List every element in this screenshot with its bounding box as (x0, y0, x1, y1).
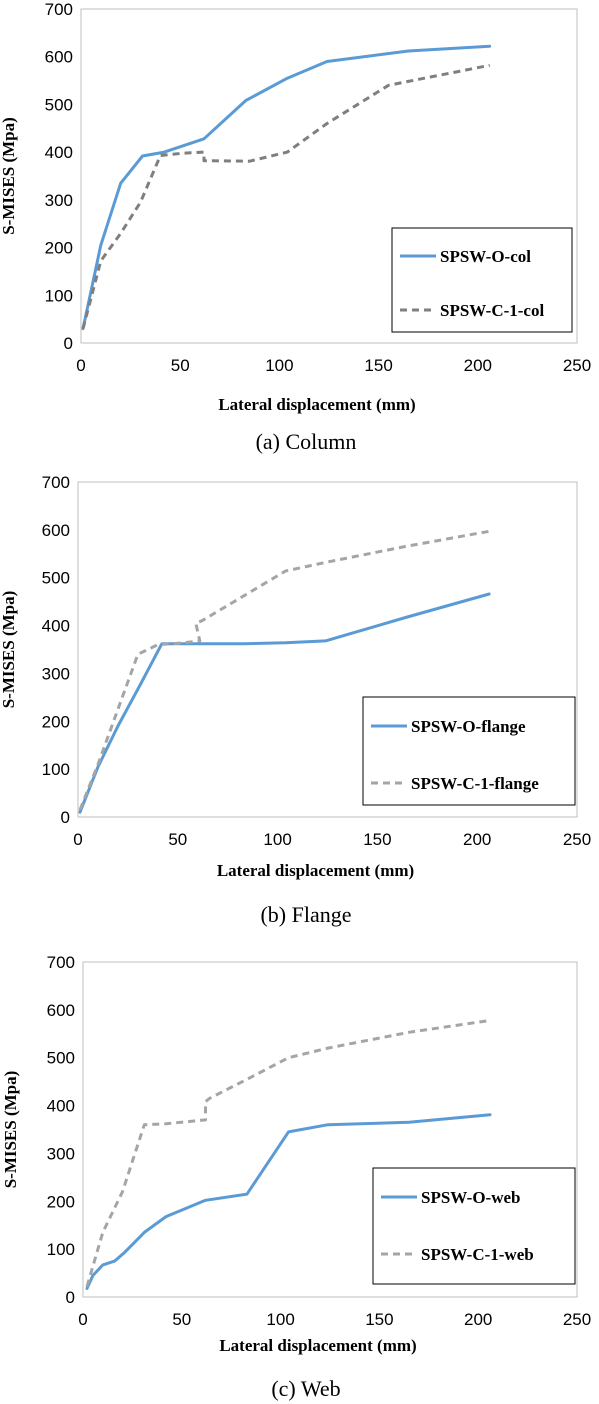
y-tick-label: 100 (42, 760, 70, 779)
chart-web: 0 100 200 300 400 500 600 700 0 50 100 150 200 250 Lat… (1, 953, 591, 1401)
y-tick-label: 0 (64, 334, 73, 353)
x-tick-label: 200 (463, 830, 491, 849)
x-tick-label: 100 (263, 830, 291, 849)
legend-label: SPSW-C-1-web (421, 1245, 534, 1264)
x-tick-label: 150 (365, 1310, 393, 1329)
y-tick-label: 0 (66, 1288, 75, 1307)
x-tick-label: 200 (464, 1310, 492, 1329)
legend-label: SPSW-O-col (440, 247, 531, 266)
x-tick-label: 0 (78, 1310, 87, 1329)
y-tick-label: 300 (47, 1144, 75, 1163)
chart-flange: 0 100 200 300 400 500 600 700 0 50 100 150 200 250 Lat… (0, 473, 591, 927)
x-tick-label: 50 (168, 830, 187, 849)
y-tick-label: 400 (45, 143, 73, 162)
y-tick-label: 700 (47, 953, 75, 972)
plot-area-border (80, 8, 578, 344)
y-tick-label: 700 (45, 0, 73, 19)
series-line-SPSW-C-1-web (85, 1018, 491, 1287)
y-tick-label: 400 (47, 1097, 75, 1116)
y-tick-label: 600 (45, 48, 73, 67)
y-tick-label: 200 (45, 239, 73, 258)
x-tick-label: 250 (563, 830, 591, 849)
legend-label: SPSW-O-flange (411, 717, 526, 736)
series-line-SPSW-O-flange (78, 592, 491, 814)
legend-label: SPSW-O-web (421, 1188, 521, 1207)
series-line-SPSW-O-web (85, 1113, 492, 1290)
legend-box (362, 696, 576, 806)
x-tick-label: 50 (171, 356, 190, 375)
y-tick-label: 100 (45, 286, 73, 305)
y-tick-label: 700 (42, 473, 70, 492)
legend-box (372, 1167, 576, 1285)
y-tick-label: 200 (42, 712, 70, 731)
y-tick-label: 200 (47, 1192, 75, 1211)
figure-caption: (a) Column (256, 429, 357, 454)
y-tick-label: 500 (42, 569, 70, 588)
y-tick-label: 100 (47, 1240, 75, 1259)
y-axis-label: S-MISES (Mpa) (0, 591, 18, 709)
chart-column: 0 100 200 300 400 500 600 700 0 50 100 150 200 250 Lat… (0, 0, 591, 454)
x-axis-label: Lateral displacement (mm) (217, 861, 414, 880)
legend-label: SPSW-C-1-flange (411, 774, 539, 793)
x-tick-label: 150 (364, 356, 392, 375)
legend: SPSW-O-flange SPSW-C-1-flange (362, 696, 576, 806)
y-axis-label: S-MISES (Mpa) (0, 117, 18, 235)
x-axis-label: Lateral displacement (mm) (219, 1336, 416, 1355)
y-tick-label: 0 (61, 808, 70, 827)
y-tick-label: 300 (42, 664, 70, 683)
y-tick-label: 600 (47, 1001, 75, 1020)
x-tick-label: 0 (73, 830, 82, 849)
y-tick-label: 600 (42, 521, 70, 540)
x-tick-label: 200 (464, 356, 492, 375)
y-axis-label: S-MISES (Mpa) (1, 1071, 20, 1189)
x-tick-label: 100 (266, 1310, 294, 1329)
x-tick-label: 100 (265, 356, 293, 375)
y-tick-label: 400 (42, 617, 70, 636)
legend: SPSW-O-web SPSW-C-1-web (372, 1167, 576, 1285)
x-tick-label: 50 (172, 1310, 191, 1329)
y-tick-label: 500 (47, 1049, 75, 1068)
legend-box (391, 227, 573, 333)
legend: SPSW-O-col SPSW-C-1-col (391, 227, 573, 333)
figure-caption: (b) Flange (260, 902, 351, 927)
plot-area-border (82, 961, 578, 1298)
y-tick-label: 500 (45, 95, 73, 114)
series-line-SPSW-C-1-col (81, 63, 490, 330)
series-line-SPSW-O-col (81, 44, 492, 331)
series-line-SPSW-C-1-flange (78, 529, 490, 811)
x-tick-label: 250 (563, 356, 591, 375)
legend-label: SPSW-C-1-col (440, 301, 544, 320)
x-axis-label: Lateral displacement (mm) (218, 395, 415, 414)
x-tick-label: 250 (563, 1310, 591, 1329)
x-tick-label: 150 (363, 830, 391, 849)
plot-area-border (77, 481, 578, 818)
y-tick-label: 300 (45, 191, 73, 210)
figure-caption: (c) Web (271, 1376, 340, 1401)
x-tick-label: 0 (76, 356, 85, 375)
